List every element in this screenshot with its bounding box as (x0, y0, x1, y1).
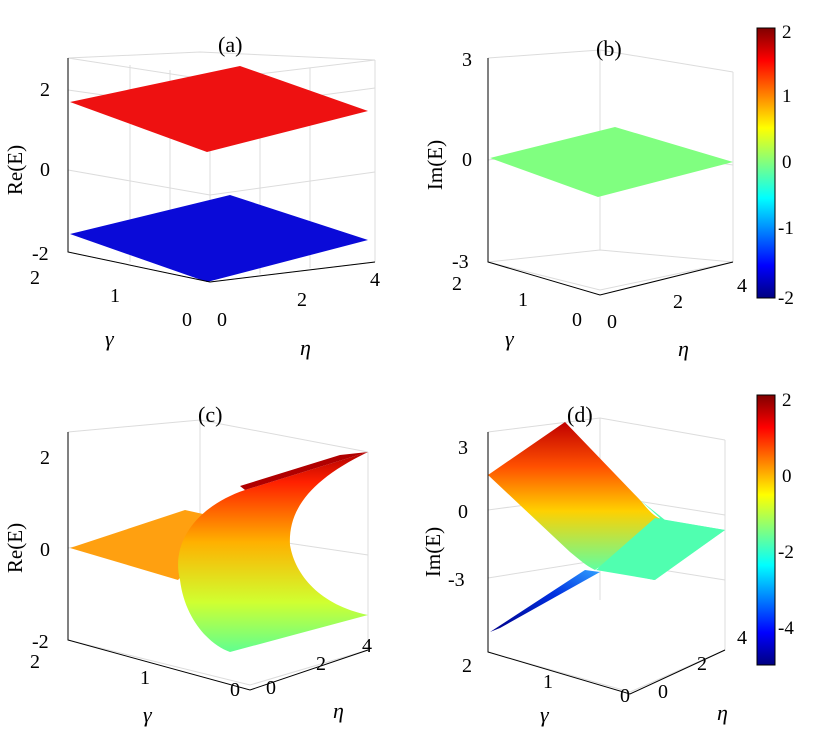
panel-d-ztick: 0 (458, 501, 468, 523)
panel-b-xtick: 2 (452, 273, 462, 295)
panel-c-xlabel: γ (143, 702, 153, 727)
panel-a-label: (a) (218, 32, 242, 57)
panel-a-ytick: 4 (370, 269, 380, 291)
colorbar-bottom-tick: 2 (782, 390, 792, 411)
panel-a: (a) Re(E) 2 0 -2 2 1 0 0 2 4 γ η (3, 32, 380, 360)
colorbar-bottom (756, 394, 776, 666)
colorbar-bottom-tick: -2 (778, 542, 794, 563)
panel-c-xtick: 1 (140, 667, 150, 689)
panel-c-ytick: 4 (362, 635, 372, 657)
panel-b-ztick: -3 (452, 251, 469, 273)
panel-a-xtick: 0 (182, 309, 192, 331)
colorbar-top-tick: 0 (782, 152, 792, 173)
panel-c: (c) Re(E) 2 0 -2 2 1 0 0 2 4 γ η (3, 402, 372, 727)
panel-b-ztick: 0 (462, 149, 472, 171)
panel-b-ylabel: η (678, 336, 689, 361)
panel-d-axes (487, 432, 726, 695)
panel-c-ytick: 0 (266, 677, 276, 699)
colorbar-bottom-tick: -4 (778, 618, 794, 639)
panel-d-ytick: 2 (697, 653, 707, 675)
panel-a-upper-surface (70, 66, 368, 152)
panel-d-ztick: 3 (458, 437, 468, 459)
colorbar-top-tick: 1 (782, 86, 792, 107)
panel-c-axes (67, 432, 369, 691)
panel-a-ztick: 0 (40, 159, 50, 181)
panel-d-ylabel: η (717, 700, 728, 725)
panel-d-xtick: 1 (543, 671, 553, 693)
panel-b-ytick: 0 (607, 311, 617, 333)
panel-d-ztick: -3 (448, 569, 465, 591)
panel-d-blue-surface (490, 570, 600, 632)
panel-c-ytick: 2 (316, 653, 326, 675)
panel-c-ztick: 0 (40, 539, 50, 561)
panel-b-ztick: 3 (462, 49, 472, 71)
panel-b-ytick: 4 (737, 275, 747, 297)
panel-d-flat-sheet (598, 518, 725, 580)
panel-a-xtick: 1 (110, 285, 120, 307)
panel-c-curved-surface (178, 452, 368, 652)
panel-b-axes (487, 58, 734, 296)
panel-a-zlabel: Re(E) (3, 145, 27, 195)
panel-a-xlabel: γ (105, 326, 115, 351)
panel-d-ytick: 0 (658, 681, 668, 703)
panel-a-lower-surface (70, 195, 368, 282)
colorbar-top (756, 27, 776, 299)
panel-c-label: (c) (198, 402, 222, 427)
panel-c-ylabel: η (333, 698, 344, 723)
panel-c-xtick: 0 (230, 679, 240, 701)
panel-c-curved-top-edge (240, 452, 368, 490)
panel-b-xtick: 1 (518, 289, 528, 311)
panel-b: (b) Im(E) 3 0 -3 2 1 0 0 2 4 γ η 2 1 0 -… (423, 22, 794, 361)
panel-a-xtick: 2 (30, 267, 40, 289)
panel-d-label: (d) (567, 402, 593, 427)
panel-a-ztick: 2 (40, 79, 50, 101)
panel-d-xtick: 0 (620, 685, 630, 707)
panel-c-ztick: 2 (40, 447, 50, 469)
panel-b-flat-surface (490, 127, 733, 197)
panel-a-ytick: 2 (297, 289, 307, 311)
panel-d-xtick: 2 (462, 655, 472, 677)
panel-a-ztick: -2 (32, 243, 49, 265)
panel-c-zlabel: Re(E) (3, 523, 27, 573)
panel-d: (d) Im(E) 3 0 -3 2 1 0 0 2 4 γ η 2 0 -2 … (421, 390, 794, 727)
colorbar-top-tick: -1 (778, 218, 794, 239)
colorbar-top-tick: 2 (782, 22, 792, 43)
colorbar-top-tick: -2 (778, 288, 794, 309)
panel-d-xlabel: γ (540, 702, 550, 727)
panel-b-xtick: 0 (572, 309, 582, 331)
panel-b-xlabel: γ (505, 326, 515, 351)
panel-a-axes (67, 58, 376, 283)
colorbar-bottom-tick: 0 (782, 466, 792, 487)
panel-d-ytick: 4 (737, 627, 747, 649)
panel-d-upper-surface (488, 422, 665, 570)
panel-a-ylabel: η (300, 335, 311, 360)
panel-b-zlabel: Im(E) (423, 140, 447, 190)
panel-d-zlabel: Im(E) (421, 527, 445, 577)
panel-b-ytick: 2 (673, 291, 683, 313)
panel-c-xtick: 2 (30, 651, 40, 673)
panel-c-ztick: -2 (32, 631, 49, 653)
panel-b-label: (b) (596, 36, 622, 61)
panel-a-ytick: 0 (217, 309, 227, 331)
